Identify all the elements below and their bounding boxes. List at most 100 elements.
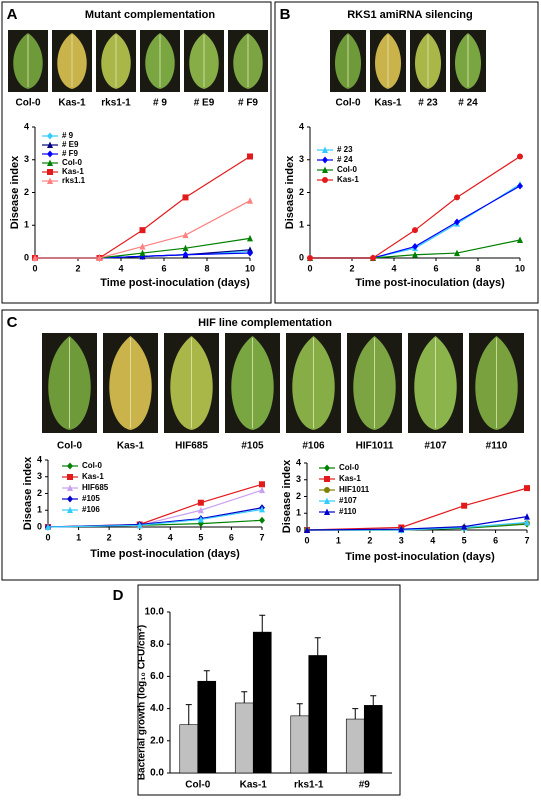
legend-label: Kas-1: [82, 472, 104, 481]
error-bar: [314, 637, 321, 656]
sample-label: #105: [241, 441, 264, 452]
legend-label: Col-0: [82, 461, 103, 470]
marker: [47, 141, 53, 148]
marker: [139, 249, 146, 257]
sample-label: Col-0: [336, 98, 361, 109]
error-bar: [241, 691, 248, 703]
bar: [290, 715, 310, 774]
legend-label: # E9: [62, 140, 79, 149]
marker: [322, 156, 328, 164]
marker: [324, 487, 330, 493]
marker: [247, 153, 253, 160]
y-tick-label: 0: [37, 521, 42, 531]
marker: [324, 497, 330, 504]
marker: [324, 476, 330, 482]
y-tick-label: 4: [299, 121, 304, 131]
marker: [259, 505, 265, 513]
x-tick-label: 2: [349, 263, 354, 273]
marker: [67, 474, 73, 480]
marker: [182, 231, 189, 239]
sample-label: HIF685: [175, 441, 208, 452]
legend-label: Kas-1: [339, 474, 361, 483]
x-tick-label: 8: [204, 263, 209, 273]
legend-label: Kas-1: [62, 167, 84, 176]
y-tick-label: 4: [24, 121, 29, 131]
sample-label: # 9: [153, 98, 167, 109]
x-tick-label: 4: [430, 535, 435, 545]
marker: [412, 251, 418, 258]
x-tick-label: 0: [45, 532, 50, 542]
marker: [517, 182, 523, 190]
y-tick-label: 1: [299, 220, 304, 230]
legend-label: rks1.1: [62, 176, 86, 185]
y-tick-label: 3: [24, 154, 29, 164]
panel-label: A: [7, 6, 18, 23]
legend-label: # 24: [337, 155, 353, 164]
marker: [324, 508, 330, 515]
marker: [47, 132, 53, 140]
x-tick-label: 5: [198, 532, 203, 542]
marker: [136, 521, 143, 529]
marker: [259, 481, 265, 488]
y-tick-label: 0: [24, 252, 29, 262]
marker: [247, 197, 253, 204]
x-tick-label: Col-0: [185, 780, 210, 791]
y-tick-label: 1: [37, 505, 42, 515]
marker: [182, 251, 189, 259]
x-tick-label: 8: [475, 263, 480, 273]
legend-label: #110: [339, 507, 357, 516]
marker: [47, 169, 53, 175]
series-line: [47, 508, 263, 528]
panel-frame: [274, 1, 539, 304]
marker: [67, 462, 73, 470]
x-tick-label: 2: [107, 532, 112, 542]
marker: [197, 499, 204, 506]
y-axis-title: Disease index: [22, 456, 34, 530]
y-tick-label: 2.0: [150, 735, 164, 746]
series-line: [306, 487, 528, 531]
y-tick-label: 3: [37, 471, 42, 481]
error-bar: [259, 614, 266, 633]
x-tick-label: 6: [229, 532, 234, 542]
marker: [182, 244, 189, 252]
sample-label: # 23: [418, 98, 438, 109]
marker: [412, 243, 418, 251]
marker: [247, 249, 253, 257]
marker: [67, 484, 73, 491]
error-bar: [203, 670, 210, 682]
x-tick-label: 3: [137, 532, 142, 542]
y-tick-label: 4: [37, 454, 42, 464]
sample-label: # E9: [194, 98, 215, 109]
legend-label: #105: [82, 494, 100, 503]
panel-title: RKS1 amiRNA silencing: [347, 9, 473, 21]
x-tick-label: 4: [118, 263, 123, 273]
y-tick-label: 2: [299, 187, 304, 197]
marker: [322, 146, 328, 153]
marker: [197, 506, 204, 514]
marker: [398, 525, 405, 533]
panel-frame: [1, 309, 539, 581]
marker: [304, 526, 310, 533]
x-tick-label: #9: [359, 780, 371, 791]
x-tick-label: 0: [32, 263, 37, 273]
marker: [454, 249, 460, 257]
sample-label: Kas-1: [117, 441, 145, 452]
x-axis-title: Time post-inoculation (days): [355, 277, 505, 289]
bar: [234, 702, 254, 774]
error-bar: [185, 704, 192, 725]
bar: [363, 705, 383, 774]
y-tick-label: 10.0: [145, 607, 165, 618]
sample-label: Col-0: [57, 441, 82, 452]
sample-label: #107: [424, 441, 447, 452]
x-axis-title: Time post-inoculation (days): [90, 548, 240, 560]
marker: [524, 485, 530, 492]
bar: [179, 724, 199, 774]
x-tick-label: Kas-1: [240, 780, 268, 791]
legend-label: Col-0: [339, 463, 360, 472]
legend-label: HIF685: [82, 483, 109, 492]
legend-label: # F9: [62, 149, 79, 158]
sample-label: rks1-1: [101, 98, 131, 109]
marker: [461, 523, 468, 530]
panel-title: Mutant complementation: [85, 9, 215, 21]
x-tick-label: 7: [524, 535, 529, 545]
